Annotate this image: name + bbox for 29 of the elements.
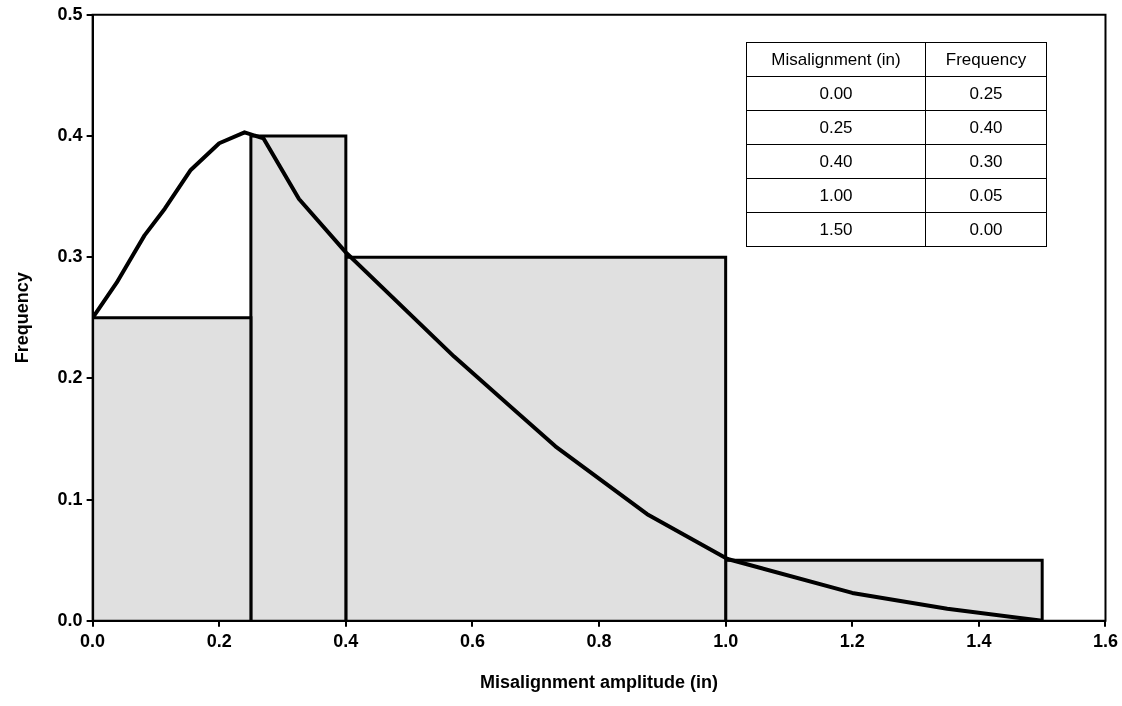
annotation: 1.00 <box>746 178 926 213</box>
y-tick-label: 0.2 <box>57 367 83 388</box>
annotation: 0.25 <box>746 110 926 145</box>
annotation: 0.40 <box>925 110 1047 145</box>
x-tick-label: 1.0 <box>713 630 739 651</box>
annotation: 0.05 <box>925 178 1047 213</box>
x-tick-label: 1.2 <box>839 630 865 651</box>
annotation: 0.25 <box>925 76 1047 111</box>
annotation: 0.00 <box>746 76 926 111</box>
annotation: 0.30 <box>925 144 1047 179</box>
x-tick-label: 0.4 <box>333 630 359 651</box>
x-tick-label: 0.0 <box>80 630 106 651</box>
y-tick-label: 0.5 <box>57 3 83 24</box>
y-tick-label: 0.1 <box>57 488 83 509</box>
x-tick-label: 1.4 <box>966 630 992 651</box>
y-tick-label: 0.0 <box>57 609 83 630</box>
y-tick-label: 0.4 <box>57 124 83 145</box>
x-tick-label: 1.6 <box>1092 630 1118 651</box>
x-tick-label: 0.8 <box>586 630 612 651</box>
x-axis-title: Misalignment amplitude (in) <box>480 672 719 693</box>
y-tick-label: 0.3 <box>57 246 83 267</box>
annotation: Frequency <box>925 42 1047 77</box>
y-axis-title: Frequency <box>11 272 32 364</box>
annotation: Misalignment (in) <box>746 42 926 77</box>
annotation: 0.40 <box>746 144 926 179</box>
x-tick-label: 0.2 <box>206 630 232 651</box>
annotation: 1.50 <box>746 212 926 247</box>
annotation: 0.00 <box>925 212 1047 247</box>
x-tick-label: 0.6 <box>459 630 485 651</box>
